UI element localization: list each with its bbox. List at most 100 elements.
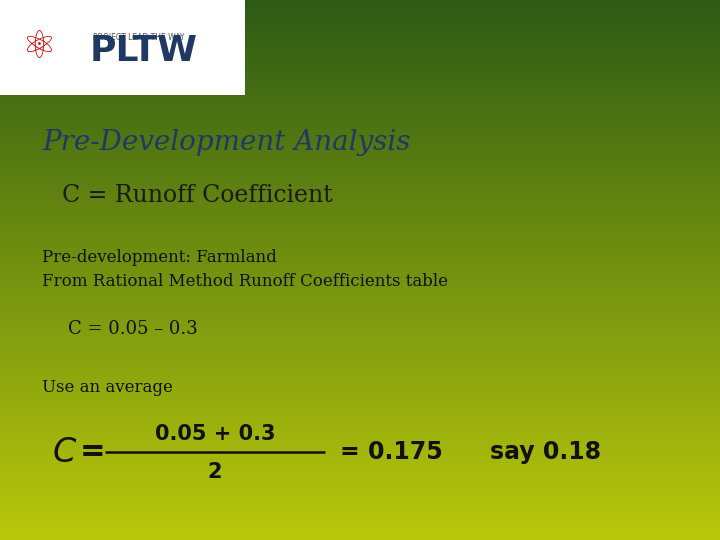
Bar: [0, 343, 720, 344]
Text: ⚛: ⚛: [21, 28, 55, 66]
Bar: [0, 158, 720, 159]
Bar: [0, 390, 720, 391]
Bar: [0, 121, 720, 122]
Bar: [0, 154, 720, 155]
Bar: [0, 53, 720, 54]
Bar: [0, 539, 720, 540]
Bar: [0, 394, 720, 395]
Bar: [0, 341, 720, 342]
Bar: [0, 448, 720, 449]
Bar: [0, 277, 720, 278]
Bar: [0, 529, 720, 530]
Bar: [0, 359, 720, 360]
Bar: [0, 89, 720, 90]
Bar: [0, 130, 720, 131]
Bar: [0, 204, 720, 205]
Bar: [0, 310, 720, 311]
Bar: [0, 398, 720, 399]
Bar: [0, 10, 720, 11]
Bar: [0, 222, 720, 223]
Bar: [0, 342, 720, 343]
Bar: [0, 247, 720, 248]
Bar: [0, 525, 720, 526]
Bar: [0, 387, 720, 388]
Bar: [0, 195, 720, 196]
Bar: [0, 374, 720, 375]
Bar: [0, 60, 720, 61]
Bar: [0, 437, 720, 438]
Bar: [0, 233, 720, 234]
Bar: [0, 36, 720, 37]
Bar: [0, 423, 720, 424]
Bar: [0, 466, 720, 467]
Bar: [0, 4, 720, 5]
Bar: [0, 360, 720, 361]
Bar: [0, 163, 720, 164]
Bar: [0, 141, 720, 142]
Bar: [0, 490, 720, 491]
Bar: [0, 452, 720, 453]
Bar: [0, 168, 720, 169]
Bar: [0, 6, 720, 7]
Text: 0.05 + 0.3: 0.05 + 0.3: [155, 424, 275, 444]
Bar: [0, 73, 720, 74]
Bar: [0, 239, 720, 240]
Bar: [0, 202, 720, 203]
Bar: [0, 511, 720, 512]
Bar: [0, 498, 720, 499]
Bar: [0, 393, 720, 394]
Bar: [0, 241, 720, 242]
Bar: [0, 45, 720, 46]
Bar: [0, 25, 720, 26]
Bar: [0, 64, 720, 65]
Bar: [0, 155, 720, 156]
Bar: [0, 526, 720, 527]
Bar: [0, 536, 720, 537]
Bar: [0, 131, 720, 132]
Bar: [0, 430, 720, 431]
Bar: [0, 424, 720, 425]
Bar: [0, 378, 720, 379]
Bar: [0, 142, 720, 143]
Bar: [0, 8, 720, 9]
Bar: [0, 17, 720, 18]
Bar: [0, 495, 720, 496]
Bar: [0, 316, 720, 317]
Bar: [0, 115, 720, 116]
Bar: [0, 178, 720, 179]
Bar: [0, 266, 720, 267]
Bar: [0, 46, 720, 47]
Bar: [0, 159, 720, 160]
Bar: [0, 376, 720, 377]
Bar: [0, 12, 720, 13]
Bar: [0, 449, 720, 450]
Bar: [0, 504, 720, 505]
Bar: [0, 464, 720, 465]
Bar: [0, 55, 720, 56]
Bar: [0, 257, 720, 258]
Bar: [0, 336, 720, 337]
Bar: [0, 192, 720, 193]
Bar: [0, 537, 720, 538]
Bar: [0, 30, 720, 31]
Bar: [0, 111, 720, 112]
Bar: [0, 238, 720, 239]
Bar: [0, 296, 720, 297]
Bar: [0, 402, 720, 403]
Bar: [0, 469, 720, 470]
Bar: [0, 114, 720, 115]
Bar: [0, 26, 720, 27]
Bar: [0, 458, 720, 459]
Bar: [0, 327, 720, 328]
Bar: [0, 330, 720, 331]
Bar: [0, 66, 720, 67]
Bar: [0, 272, 720, 273]
Text: Pre-Development Analysis: Pre-Development Analysis: [42, 130, 410, 157]
Bar: [0, 100, 720, 101]
Bar: [0, 28, 720, 29]
Bar: [0, 365, 720, 366]
Bar: [0, 406, 720, 407]
Bar: [0, 176, 720, 177]
Bar: [0, 120, 720, 121]
Bar: [0, 422, 720, 423]
